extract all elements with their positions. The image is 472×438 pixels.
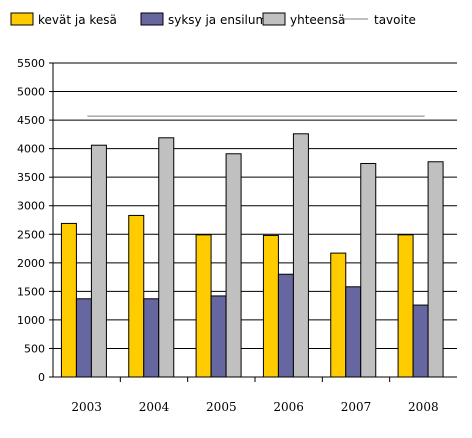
y-tick-label: 1500 [17, 285, 45, 298]
y-tick-label: 0 [38, 371, 45, 384]
legend-swatch-syksy-ja-ensilumi [140, 12, 164, 26]
y-tick-label: 4500 [17, 114, 45, 127]
y-tick-label: 3000 [17, 200, 45, 213]
bar-1-2005 [210, 295, 227, 378]
bar-2-2007 [360, 162, 377, 378]
legend-label-tavoite: tavoite [374, 13, 416, 27]
bar-0-2004 [128, 214, 145, 378]
legend-label-syksy-ja-ensilumi: syksy ja ensilumi [168, 13, 271, 27]
bar-0-2007 [330, 252, 347, 378]
x-tick-label: 2008 [408, 400, 439, 414]
x-tick-label: 2006 [273, 400, 304, 414]
bar-2-2005 [225, 153, 242, 378]
legend-label-kevat-ja-kesa: kevät ja kesä [38, 13, 117, 27]
y-tick-label: 5500 [17, 57, 45, 70]
bar-2-2003 [90, 144, 107, 378]
legend-label-yhteensa: yhteensä [290, 13, 345, 27]
bar-0-2003 [60, 222, 77, 378]
y-tick-label: 2500 [17, 228, 45, 241]
x-tick-label: 2005 [206, 400, 237, 414]
bar-2-2004 [158, 137, 175, 378]
bar-2-2006 [292, 133, 309, 378]
x-tick-label: 2007 [341, 400, 372, 414]
legend-swatch-kevat-ja-kesa [10, 12, 34, 26]
legend: kevät ja kesä syksy ja ensilumi yhteensä… [10, 12, 416, 27]
y-tick-label: 3500 [17, 171, 45, 184]
bar-0-2008 [397, 234, 414, 378]
x-tick-label: 2003 [71, 400, 102, 414]
x-tick-label: 2004 [139, 400, 170, 414]
y-tick-label: 500 [24, 342, 45, 355]
legend-swatch-yhteensa [262, 12, 286, 26]
y-tick-label: 2000 [17, 257, 45, 270]
bar-1-2006 [277, 273, 294, 378]
bar-2-2008 [427, 161, 444, 378]
bar-0-2006 [262, 234, 279, 378]
bar-1-2003 [75, 298, 92, 378]
y-tick-label: 4000 [17, 143, 45, 156]
plot-area: 0 500 1000 1500 2000 2500 3000 3500 4000 4500 5000… [17, 57, 457, 414]
y-tick-label: 5000 [17, 86, 45, 99]
bar-0-2005 [195, 234, 212, 378]
bar-1-2008 [412, 304, 429, 378]
bar-1-2007 [345, 286, 362, 378]
y-tick-label: 1000 [17, 314, 45, 327]
bar-1-2004 [143, 298, 160, 378]
